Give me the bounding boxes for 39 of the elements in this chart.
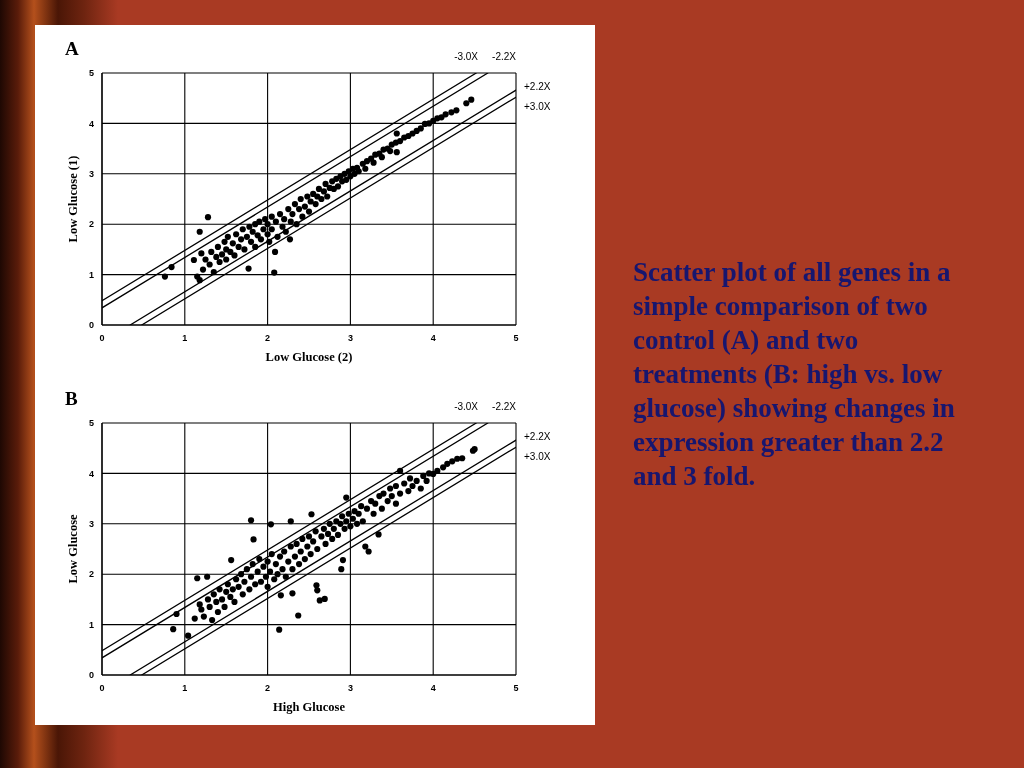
x-tick-label: 0 bbox=[99, 683, 105, 694]
x-tick-label: 0 bbox=[99, 333, 105, 344]
y-tick-label: 3 bbox=[88, 518, 94, 529]
y-tick-label: 2 bbox=[88, 219, 94, 230]
y-tick-label: 5 bbox=[88, 418, 94, 429]
series-label: +2.2X bbox=[524, 431, 551, 443]
x-tick-label: 2 bbox=[265, 683, 271, 694]
x-tick-label: 3 bbox=[347, 683, 353, 694]
chart-title: B bbox=[65, 388, 78, 409]
y-tick-label: 2 bbox=[88, 569, 94, 580]
series-label: -2.2X bbox=[492, 51, 516, 62]
x-tick-label: 5 bbox=[513, 333, 519, 344]
series-label: -2.2X bbox=[492, 401, 516, 412]
series-label: +3.0X bbox=[524, 101, 551, 113]
x-tick-label: 4 bbox=[430, 683, 436, 694]
x-tick-label: 3 bbox=[347, 333, 353, 344]
y-axis-title: Low Glucose bbox=[66, 514, 80, 584]
chart-title: A bbox=[65, 38, 79, 59]
x-tick-label: 5 bbox=[513, 683, 519, 694]
y-tick-label: 4 bbox=[88, 118, 94, 129]
y-axis-title: Low Glucose (1) bbox=[66, 155, 80, 243]
y-tick-label: 3 bbox=[88, 169, 94, 179]
x-axis-title: Low Glucose (2) bbox=[265, 350, 353, 364]
text: Scatter plot of all genes in a simple comparison of two control (A) and two treatments (B: high vs. low glucose) showing changes in expression greater than 2.2 and 3 fold. bbox=[633, 257, 955, 491]
x-tick-label: 1 bbox=[182, 683, 188, 694]
series-label: +3.0X bbox=[524, 451, 551, 463]
series-label: -3.0X bbox=[454, 401, 479, 412]
x-tick-label: 4 bbox=[430, 333, 436, 344]
y-tick-label: 1 bbox=[88, 619, 94, 630]
series-label: -3.0X bbox=[454, 51, 479, 62]
series-label: +2.2X bbox=[524, 81, 551, 93]
y-tick-label: 0 bbox=[88, 670, 94, 681]
y-tick-label: 0 bbox=[88, 320, 94, 331]
x-tick-label: 2 bbox=[265, 333, 271, 344]
y-tick-label: 1 bbox=[88, 269, 94, 280]
x-tick-label: 1 bbox=[182, 333, 188, 344]
x-axis-title: High Glucose bbox=[273, 700, 345, 714]
y-tick-label: 4 bbox=[88, 468, 94, 479]
y-tick-label: 5 bbox=[88, 68, 94, 79]
